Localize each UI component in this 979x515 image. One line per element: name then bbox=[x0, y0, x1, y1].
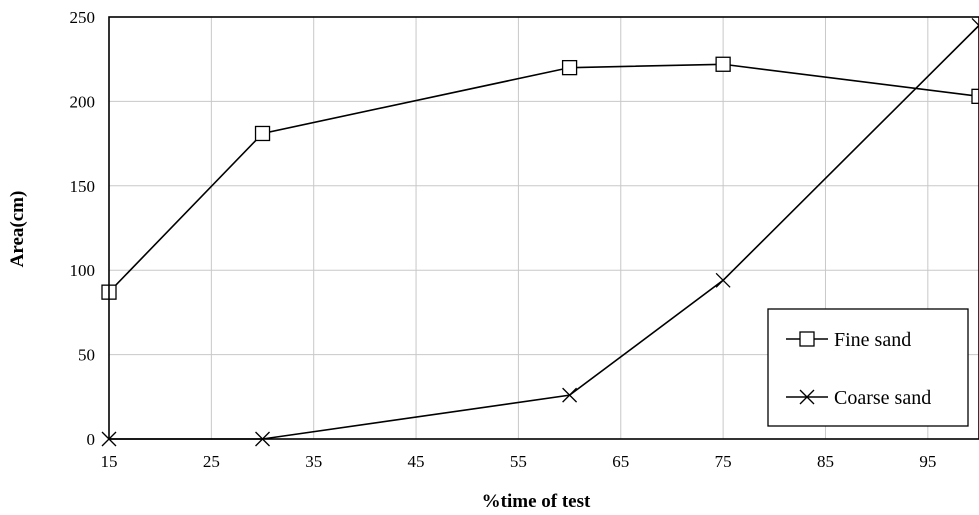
data-point bbox=[561, 59, 578, 76]
legend-label: Fine sand bbox=[834, 329, 911, 351]
data-point bbox=[971, 88, 979, 104]
x-tick-label: 35 bbox=[305, 452, 322, 471]
x-marker-stroke bbox=[971, 24, 979, 33]
x-marker-stroke bbox=[562, 387, 578, 403]
x-marker-stroke bbox=[799, 389, 815, 405]
y-tick-label: 0 bbox=[87, 430, 96, 449]
data-point bbox=[971, 17, 979, 33]
y-tick-label: 200 bbox=[70, 92, 96, 111]
x-tick-label: 25 bbox=[203, 452, 220, 471]
x-tick-label: 65 bbox=[612, 452, 629, 471]
data-point bbox=[562, 387, 578, 403]
data-point bbox=[254, 125, 271, 142]
x-tick-label: 85 bbox=[817, 452, 834, 471]
series-group bbox=[101, 17, 979, 447]
y-tick-label: 50 bbox=[78, 346, 95, 365]
x-axis-title: %time of test bbox=[482, 491, 591, 512]
square-marker-icon bbox=[799, 331, 815, 347]
legend: Fine sand Coarse sand bbox=[767, 308, 969, 427]
x-tick-label: 95 bbox=[919, 452, 936, 471]
y-tick-label: 250 bbox=[70, 8, 96, 27]
y-tick-label: 150 bbox=[70, 177, 96, 196]
axis-ticks: 15 25 35 45 55 65 75 85 95 0 50 100 150 200 250 bbox=[70, 8, 937, 471]
legend-label: Coarse sand bbox=[834, 387, 931, 409]
x-tick-label: 75 bbox=[715, 452, 732, 471]
series-line bbox=[108, 63, 979, 293]
plot-area-frame bbox=[108, 16, 979, 440]
x-tick-label: 15 bbox=[101, 452, 118, 471]
legend-entry: Fine sand bbox=[786, 329, 911, 351]
data-point bbox=[715, 272, 731, 288]
y-axis-title: Area(cm) bbox=[7, 191, 28, 268]
x-marker-icon bbox=[799, 389, 815, 405]
x-marker-stroke bbox=[715, 272, 731, 288]
legend-box bbox=[767, 308, 969, 427]
series-fine-sand bbox=[101, 56, 979, 300]
y-tick-label: 100 bbox=[70, 261, 96, 280]
x-marker-stroke bbox=[971, 17, 979, 27]
data-point bbox=[715, 56, 731, 72]
legend-entry: Coarse sand bbox=[786, 387, 931, 409]
x-tick-label: 45 bbox=[408, 452, 425, 471]
x-tick-label: 55 bbox=[510, 452, 527, 471]
